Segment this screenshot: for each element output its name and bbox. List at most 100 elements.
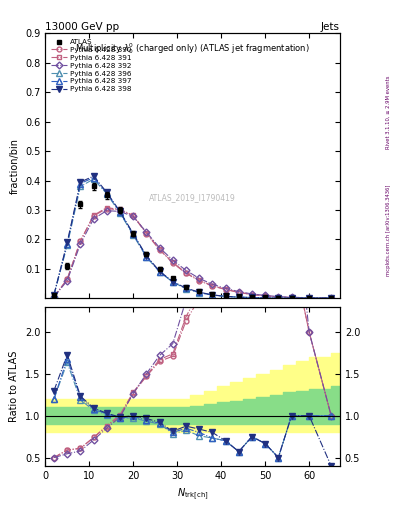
Pythia 6.428 390 <box>118 207 122 213</box>
Pythia 6.428 392 <box>78 241 83 247</box>
Pythia 6.428 390 <box>78 238 83 244</box>
Pythia 6.428 397 <box>307 295 312 301</box>
Text: Jets: Jets <box>321 22 340 32</box>
Pythia 6.428 398 <box>210 292 215 298</box>
Pythia 6.428 398 <box>307 295 312 301</box>
Pythia 6.428 390 <box>289 294 294 301</box>
Pythia 6.428 398 <box>118 208 122 215</box>
Y-axis label: fraction/bin: fraction/bin <box>9 138 19 194</box>
Pythia 6.428 391 <box>197 277 202 283</box>
Pythia 6.428 392 <box>184 267 188 273</box>
Pythia 6.428 392 <box>307 295 312 301</box>
Text: mcplots.cern.ch [arXiv:1306.3436]: mcplots.cern.ch [arXiv:1306.3436] <box>386 185 391 276</box>
Pythia 6.428 392 <box>91 216 96 222</box>
Pythia 6.428 392 <box>250 291 254 297</box>
Pythia 6.428 391 <box>276 294 281 300</box>
Pythia 6.428 398 <box>276 295 281 301</box>
Pythia 6.428 390 <box>157 247 162 253</box>
Pythia 6.428 391 <box>157 246 162 252</box>
Pythia 6.428 397 <box>276 295 281 301</box>
Pythia 6.428 390 <box>210 283 215 289</box>
Pythia 6.428 397 <box>329 295 334 301</box>
Pythia 6.428 390 <box>329 295 334 301</box>
Pythia 6.428 398 <box>131 230 136 237</box>
Text: 13000 GeV pp: 13000 GeV pp <box>45 22 119 32</box>
Pythia 6.428 391 <box>329 295 334 301</box>
Pythia 6.428 391 <box>105 205 109 211</box>
Pythia 6.428 396 <box>197 290 202 296</box>
Pythia 6.428 392 <box>105 207 109 214</box>
Pythia 6.428 391 <box>131 212 136 219</box>
Line: Pythia 6.428 398: Pythia 6.428 398 <box>51 173 334 302</box>
Pythia 6.428 397 <box>78 180 83 186</box>
Pythia 6.428 391 <box>144 230 149 236</box>
Line: Pythia 6.428 397: Pythia 6.428 397 <box>51 174 334 302</box>
Pythia 6.428 398 <box>237 294 241 300</box>
Pythia 6.428 398 <box>91 173 96 179</box>
Pythia 6.428 398 <box>184 285 188 291</box>
Pythia 6.428 390 <box>91 213 96 219</box>
Pythia 6.428 396 <box>237 294 241 300</box>
Pythia 6.428 398 <box>51 291 56 297</box>
Pythia 6.428 392 <box>65 278 70 284</box>
Pythia 6.428 392 <box>157 245 162 251</box>
Line: Pythia 6.428 392: Pythia 6.428 392 <box>51 208 334 301</box>
Pythia 6.428 396 <box>131 232 136 238</box>
Pythia 6.428 390 <box>263 293 268 299</box>
Pythia 6.428 392 <box>237 289 241 295</box>
Pythia 6.428 397 <box>210 292 215 298</box>
Pythia 6.428 396 <box>65 242 70 248</box>
Pythia 6.428 392 <box>329 295 334 301</box>
Pythia 6.428 392 <box>276 293 281 300</box>
Pythia 6.428 397 <box>91 175 96 181</box>
Pythia 6.428 390 <box>276 294 281 300</box>
Pythia 6.428 397 <box>157 268 162 274</box>
Pythia 6.428 397 <box>144 253 149 260</box>
Pythia 6.428 398 <box>105 189 109 196</box>
Pythia 6.428 392 <box>197 275 202 282</box>
Pythia 6.428 397 <box>237 294 241 300</box>
Pythia 6.428 391 <box>250 291 254 297</box>
Pythia 6.428 398 <box>329 295 334 301</box>
Pythia 6.428 396 <box>276 295 281 301</box>
Pythia 6.428 390 <box>51 294 56 300</box>
Text: Multiplicity $\lambda_0^0$ (charged only) (ATLAS jet fragmentation): Multiplicity $\lambda_0^0$ (charged only… <box>75 41 310 56</box>
Text: ATLAS_2019_I1790419: ATLAS_2019_I1790419 <box>149 193 236 202</box>
Pythia 6.428 396 <box>78 183 83 189</box>
Pythia 6.428 391 <box>65 276 70 282</box>
Pythia 6.428 390 <box>65 276 70 282</box>
Pythia 6.428 397 <box>197 289 202 295</box>
Pythia 6.428 397 <box>65 241 70 247</box>
Pythia 6.428 396 <box>210 292 215 298</box>
Pythia 6.428 390 <box>105 205 109 211</box>
Pythia 6.428 390 <box>131 213 136 219</box>
Pythia 6.428 392 <box>118 208 122 215</box>
Pythia 6.428 397 <box>51 292 56 298</box>
Pythia 6.428 397 <box>250 294 254 301</box>
Pythia 6.428 396 <box>171 279 175 285</box>
Pythia 6.428 396 <box>51 292 56 298</box>
Pythia 6.428 390 <box>171 260 175 266</box>
Pythia 6.428 396 <box>307 295 312 301</box>
Pythia 6.428 396 <box>223 293 228 300</box>
Pythia 6.428 391 <box>118 206 122 212</box>
Pythia 6.428 392 <box>51 294 56 300</box>
Pythia 6.428 396 <box>91 176 96 182</box>
Pythia 6.428 396 <box>263 295 268 301</box>
Pythia 6.428 390 <box>197 278 202 284</box>
Pythia 6.428 391 <box>91 212 96 219</box>
Pythia 6.428 392 <box>223 285 228 291</box>
Pythia 6.428 397 <box>131 231 136 237</box>
Pythia 6.428 396 <box>250 294 254 301</box>
Pythia 6.428 391 <box>237 289 241 295</box>
Y-axis label: Ratio to ATLAS: Ratio to ATLAS <box>9 351 19 422</box>
Pythia 6.428 397 <box>263 295 268 301</box>
Pythia 6.428 397 <box>171 279 175 285</box>
Pythia 6.428 396 <box>157 269 162 275</box>
Pythia 6.428 391 <box>307 295 312 301</box>
Pythia 6.428 397 <box>223 293 228 300</box>
Pythia 6.428 396 <box>118 210 122 216</box>
Pythia 6.428 391 <box>171 260 175 266</box>
Pythia 6.428 390 <box>223 287 228 293</box>
Pythia 6.428 397 <box>289 295 294 301</box>
